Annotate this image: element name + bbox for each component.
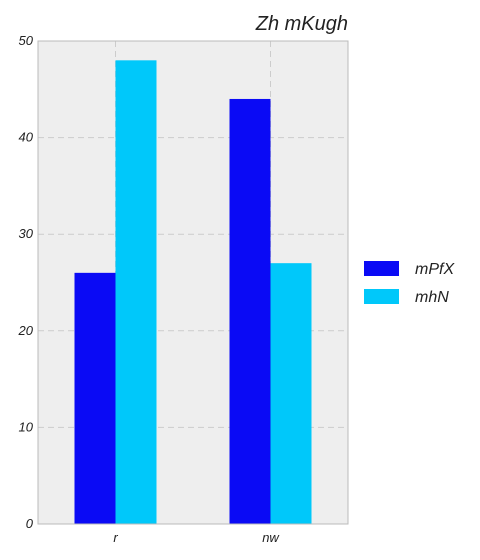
legend: mPfX mhN [364, 261, 455, 306]
y-tick-label: 20 [18, 323, 34, 338]
y-tick-label: 30 [19, 226, 34, 241]
plot-frame [37, 40, 349, 525]
legend-label: mhN [415, 289, 449, 306]
y-tick-label: 10 [19, 419, 34, 434]
y-axis: 0 10 20 30 40 50 [18, 33, 34, 531]
bar-mPfX-nw [229, 98, 271, 525]
bar-mhN-r [115, 60, 157, 524]
bar-mPfX-r [74, 272, 116, 524]
x-axis: r nw [113, 530, 280, 545]
chart-title: Zh mKugh [255, 13, 348, 35]
legend-swatch [364, 289, 399, 304]
y-tick-label: 40 [19, 130, 34, 145]
x-tick-label: r [113, 530, 118, 545]
legend-label: mPfX [415, 261, 455, 278]
y-tick-label: 0 [26, 516, 34, 531]
bar-mhN-nw [270, 263, 312, 524]
x-tick-label: nw [262, 530, 280, 545]
legend-swatch [364, 261, 399, 276]
y-tick-label: 50 [19, 33, 34, 48]
bars [74, 60, 312, 525]
